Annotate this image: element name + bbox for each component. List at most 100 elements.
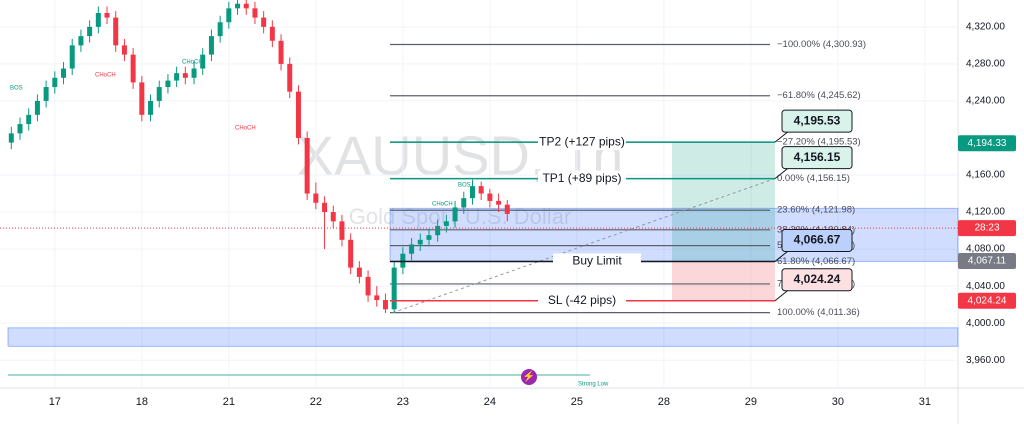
order-name: TP2 (+127 pips) — [539, 134, 625, 148]
candle-body — [61, 68, 67, 78]
profit-zone — [672, 142, 775, 262]
candle-body — [417, 239, 423, 245]
zone — [7, 327, 959, 347]
structure-label: CHoCH — [432, 202, 453, 208]
order-name: SL (-42 pips) — [548, 293, 616, 307]
fib-label: 23.60% (4,121.98) — [777, 205, 855, 216]
candle-body — [382, 300, 388, 310]
price-tag-bg — [958, 292, 1016, 309]
candle-body — [182, 73, 188, 78]
candle-body — [165, 80, 171, 88]
x-tick-label: 31 — [919, 396, 931, 408]
y-tick-label: 4,320.00 — [966, 21, 1005, 32]
candle-body — [191, 68, 197, 78]
price-tag-bg — [958, 135, 1016, 152]
x-tick-label: 23 — [397, 396, 409, 408]
candle-body — [174, 73, 180, 81]
callout-label: 4,195.53 — [794, 113, 841, 127]
structure-label: CHoCH — [182, 60, 203, 66]
y-tick-label: 4,160.00 — [966, 170, 1005, 181]
candle-body — [435, 225, 441, 236]
x-tick-label: 24 — [484, 396, 496, 408]
callout-label: 4,066.67 — [794, 233, 841, 247]
candle-body — [409, 244, 415, 254]
order-name-bg — [538, 292, 626, 309]
candle-body — [452, 207, 458, 222]
structure-label: BOS — [458, 183, 471, 189]
x-tick-label: 25 — [571, 396, 583, 408]
callout-label: 4,024.24 — [794, 272, 841, 286]
candle-body — [496, 200, 502, 205]
event-icon-glyph: ⚡ — [523, 370, 535, 383]
structure-label: CHoCH — [235, 126, 256, 132]
order-name-bg — [538, 134, 626, 151]
candle-body — [43, 87, 49, 101]
x-tick-label: 22 — [310, 396, 322, 408]
candle-body — [478, 186, 484, 194]
candle-body — [339, 221, 345, 240]
candle-body — [156, 87, 162, 101]
candle-body — [78, 36, 84, 46]
fib-label: 61.80% (4,066.67) — [777, 256, 855, 267]
candle-body — [243, 3, 249, 9]
candle-body — [443, 221, 449, 226]
candle-body — [87, 26, 93, 37]
price-tag: 4,067.11 — [968, 256, 1007, 267]
callout-box — [781, 268, 853, 292]
candle-body — [130, 54, 136, 83]
candle-body — [200, 54, 206, 69]
candle-body — [304, 137, 310, 194]
candle-body — [287, 63, 293, 92]
fib-label: 100.00% (4,011.36) — [777, 307, 860, 318]
candle-body — [217, 22, 223, 37]
watermark-subtitle: Gold Spot / U.S. Dollar — [349, 204, 572, 229]
candle-body — [313, 193, 319, 203]
candle-body — [95, 12, 101, 27]
x-tick-label: 17 — [49, 396, 61, 408]
candle-body — [374, 295, 380, 301]
order-name-bg — [538, 170, 626, 187]
x-tick-label: 21 — [223, 396, 235, 408]
order-name-bg — [553, 253, 641, 270]
x-tick-label: 30 — [832, 396, 844, 408]
candle-body — [104, 12, 110, 18]
candle-body — [113, 17, 119, 46]
candle-body — [261, 17, 267, 27]
candle-body — [365, 276, 371, 296]
candle-body — [226, 8, 232, 23]
callout-box — [781, 146, 853, 170]
callout-box — [781, 228, 853, 252]
y-tick-label: 3,960.00 — [966, 355, 1005, 366]
candle-body — [278, 40, 284, 64]
candle-body — [139, 82, 145, 115]
loss-zone — [672, 261, 775, 301]
event-icon[interactable] — [521, 369, 537, 385]
price-tag: 4,024.24 — [968, 295, 1007, 306]
candle-body — [252, 8, 258, 18]
candle-body — [322, 202, 328, 213]
candle-body — [269, 26, 275, 41]
candle-body — [356, 267, 362, 277]
candle-body — [235, 3, 241, 9]
candle-body — [487, 193, 493, 201]
structure-label: Strong Low — [578, 382, 609, 388]
candle-body — [208, 36, 214, 55]
candle-body — [330, 212, 336, 222]
x-tick-label: 29 — [745, 396, 757, 408]
candle-body — [461, 198, 467, 208]
candle-body — [121, 45, 127, 55]
zone — [389, 207, 959, 262]
y-tick-label: 4,120.00 — [966, 207, 1005, 218]
candle-body — [348, 239, 354, 268]
order-name: Buy Limit — [572, 254, 622, 268]
candle-body — [17, 124, 23, 134]
y-tick-label: 4,000.00 — [966, 318, 1005, 329]
candle-body — [469, 186, 475, 199]
candle-body — [391, 267, 397, 310]
callout-box — [781, 109, 853, 133]
fib-label: 0.00% (4,156.15) — [777, 173, 850, 184]
candle-body — [148, 100, 154, 115]
candle-body — [26, 114, 32, 125]
x-tick-label: 28 — [658, 396, 670, 408]
